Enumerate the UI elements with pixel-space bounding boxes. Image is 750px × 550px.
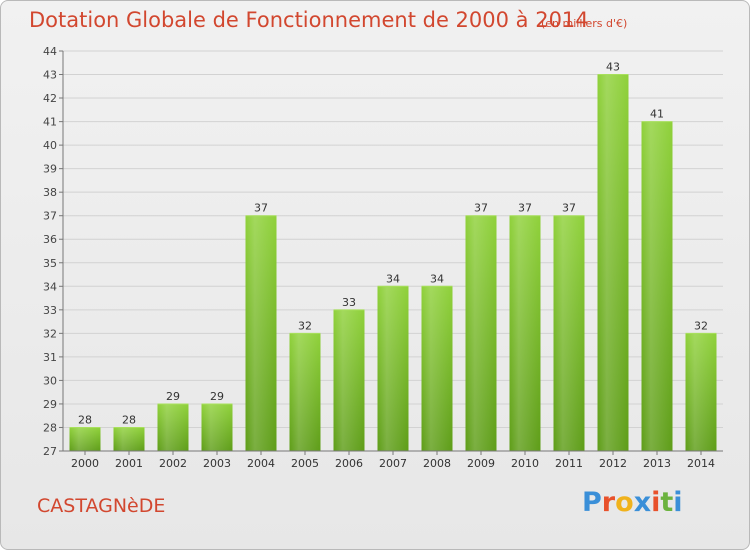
x-tick-label: 2007 — [379, 457, 407, 470]
y-tick-label: 27 — [43, 445, 57, 458]
x-tick-label: 2008 — [423, 457, 451, 470]
bar-highlight — [685, 333, 717, 451]
y-tick-label: 28 — [43, 421, 57, 434]
data-label: 32 — [694, 319, 708, 332]
y-tick-label: 35 — [43, 257, 57, 270]
y-tick-label: 36 — [43, 233, 57, 246]
bar-highlight — [641, 121, 673, 452]
data-label: 37 — [254, 202, 268, 215]
y-tick-label: 41 — [43, 116, 57, 129]
y-tick-label: 31 — [43, 351, 57, 364]
data-label: 28 — [122, 413, 136, 426]
bar-highlight — [69, 427, 101, 451]
y-tick-label: 44 — [43, 45, 57, 58]
data-label: 43 — [606, 61, 620, 74]
data-label: 37 — [518, 202, 532, 215]
data-label: 29 — [166, 390, 180, 403]
data-label: 34 — [386, 272, 400, 285]
x-tick-label: 2005 — [291, 457, 319, 470]
y-tick-label: 34 — [43, 280, 57, 293]
data-label: 32 — [298, 319, 312, 332]
y-tick-label: 38 — [43, 186, 57, 199]
y-tick-label: 29 — [43, 398, 57, 411]
y-tick-label: 30 — [43, 374, 57, 387]
logo-letter: i — [673, 487, 683, 518]
data-label: 41 — [650, 108, 664, 121]
bar-highlight — [333, 309, 365, 451]
data-label: 29 — [210, 390, 224, 403]
bar-highlight — [553, 215, 585, 451]
proxiti-logo: Proxiti — [582, 487, 683, 518]
y-tick-label: 33 — [43, 304, 57, 317]
x-tick-label: 2000 — [71, 457, 99, 470]
unit-note: (en milliers d'€) — [541, 17, 628, 30]
y-tick-label: 37 — [43, 210, 57, 223]
y-tick-label: 40 — [43, 139, 57, 152]
bar-highlight — [421, 286, 453, 451]
x-tick-label: 2012 — [599, 457, 627, 470]
logo-letter: t — [660, 487, 674, 518]
data-label: 33 — [342, 296, 356, 309]
bar-highlight — [377, 286, 409, 451]
bar-highlight — [245, 215, 277, 451]
x-tick-label: 2014 — [687, 457, 715, 470]
x-tick-label: 2009 — [467, 457, 495, 470]
bar-highlight — [509, 215, 541, 451]
y-tick-label: 43 — [43, 69, 57, 82]
x-tick-label: 2013 — [643, 457, 671, 470]
data-label: 37 — [474, 202, 488, 215]
x-tick-label: 2011 — [555, 457, 583, 470]
y-tick-label: 32 — [43, 327, 57, 340]
bar-highlight — [113, 427, 145, 451]
bar-highlight — [157, 403, 189, 451]
data-label: 37 — [562, 202, 576, 215]
commune-name: CASTAGNèDE — [37, 495, 166, 517]
bar-highlight — [201, 403, 233, 451]
x-tick-label: 2003 — [203, 457, 231, 470]
x-tick-label: 2004 — [247, 457, 275, 470]
logo-letter: r — [601, 487, 616, 518]
logo-letter: P — [582, 487, 602, 518]
x-tick-label: 2002 — [159, 457, 187, 470]
logo-letter: o — [615, 487, 634, 518]
bar-highlight — [597, 74, 629, 451]
data-label: 28 — [78, 413, 92, 426]
logo-letter: i — [651, 487, 661, 518]
bar-highlight — [465, 215, 497, 451]
y-tick-label: 39 — [43, 163, 57, 176]
x-tick-label: 2010 — [511, 457, 539, 470]
y-tick-label: 42 — [43, 92, 57, 105]
data-label: 34 — [430, 272, 444, 285]
x-tick-label: 2001 — [115, 457, 143, 470]
chart-title: Dotation Globale de Fonctionnement de 20… — [29, 8, 589, 32]
bar-highlight — [289, 333, 321, 451]
logo-letter: x — [633, 487, 652, 518]
x-tick-label: 2006 — [335, 457, 363, 470]
